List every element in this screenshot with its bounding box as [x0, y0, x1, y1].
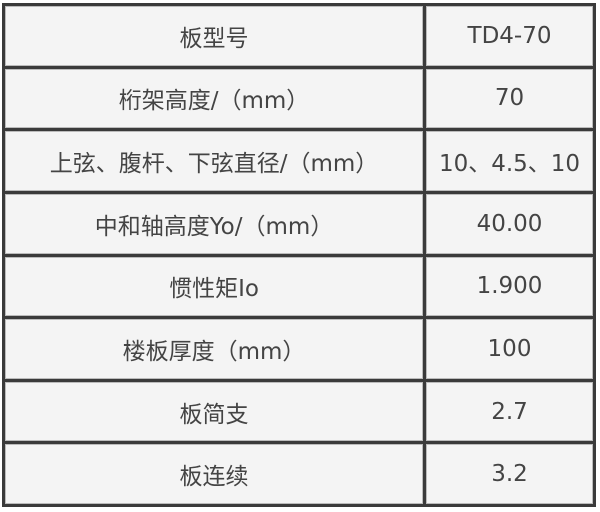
row-value: 10、4.5、10	[423, 128, 596, 194]
table-row: 惯性矩Io 1.900	[2, 253, 596, 320]
table-row: 中和轴高度Yo/（mm） 40.00	[2, 190, 596, 257]
row-label: 楼板厚度（mm）	[2, 316, 426, 382]
row-label: 上弦、腹杆、下弦直径/（mm）	[2, 128, 426, 194]
row-label: 惯性矩Io	[2, 253, 426, 320]
row-value: 1.900	[423, 253, 596, 320]
row-value: 3.2	[423, 441, 596, 507]
table-row: 上弦、腹杆、下弦直径/（mm） 10、4.5、10	[2, 128, 596, 194]
row-label: 板连续	[2, 441, 426, 507]
spec-table: 板型号 TD4-70 桁架高度/（mm） 70 上弦、腹杆、下弦直径/（mm） 10、…	[2, 3, 596, 507]
table-row: 楼板厚度（mm） 100	[2, 316, 596, 382]
row-value: 40.00	[423, 190, 596, 257]
row-value: 2.7	[423, 378, 596, 445]
table-row: 板连续 3.2	[2, 441, 596, 507]
table-row: 板型号 TD4-70	[2, 3, 596, 69]
table-row: 桁架高度/（mm） 70	[2, 65, 596, 132]
row-value: 70	[423, 65, 596, 132]
row-label: 板型号	[2, 3, 426, 69]
row-label: 板简支	[2, 378, 426, 445]
row-label: 中和轴高度Yo/（mm）	[2, 190, 426, 257]
row-value: 100	[423, 316, 596, 382]
row-label: 桁架高度/（mm）	[2, 65, 426, 132]
row-value: TD4-70	[423, 3, 596, 69]
table-row: 板简支 2.7	[2, 378, 596, 445]
